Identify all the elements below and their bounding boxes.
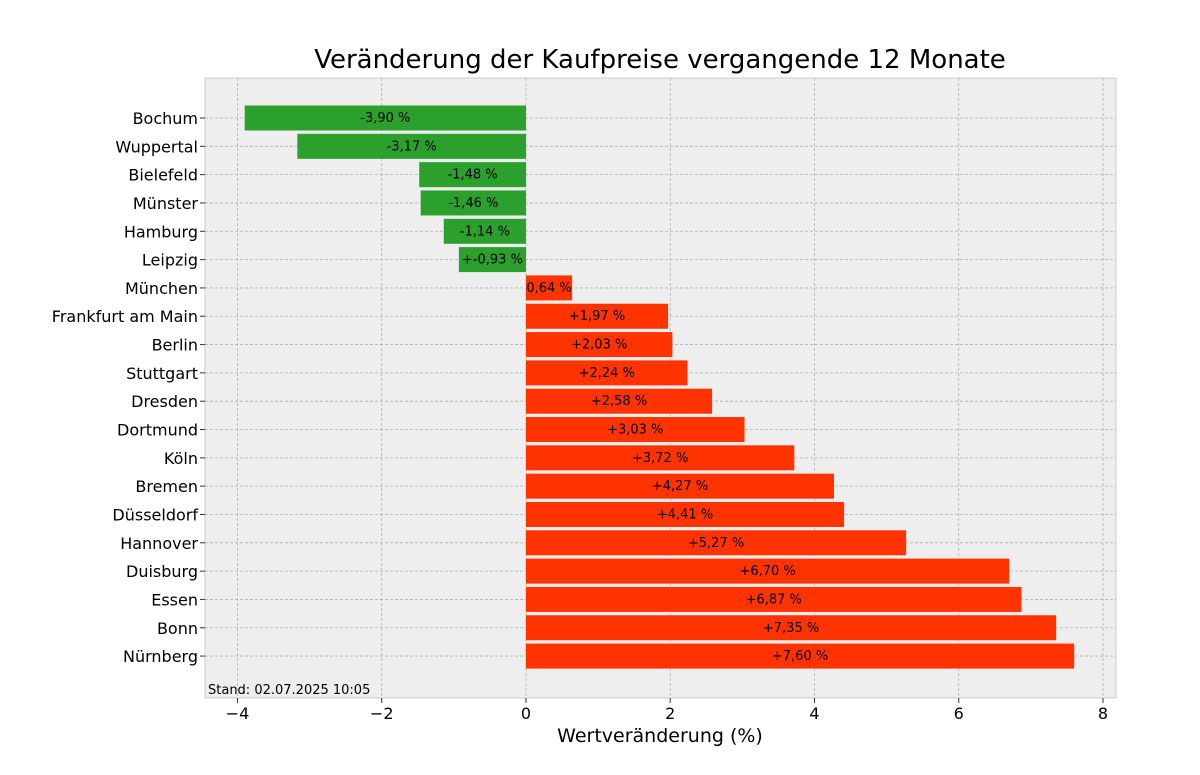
- bar-value-label: +2,58 %: [591, 394, 647, 409]
- bar-nürnberg: [525, 643, 1075, 669]
- category-label: Nürnberg: [123, 647, 198, 666]
- bar-bochum: [244, 105, 526, 131]
- x-tick-label: 6: [954, 704, 964, 723]
- x-tick-label: −4: [226, 704, 250, 723]
- category-label: Köln: [164, 449, 198, 468]
- bar-value-label: +-0,93 %: [462, 253, 523, 268]
- bar-value-label: -1,48 %: [448, 168, 498, 183]
- bar-bonn: [525, 615, 1057, 641]
- category-label: Essen: [151, 590, 198, 609]
- bar-münchen: [525, 275, 573, 301]
- x-tick-label: 2: [665, 704, 675, 723]
- x-axis-label: Wertveränderung (%): [557, 725, 763, 747]
- bar-leipzig: [458, 247, 526, 273]
- category-label: München: [125, 279, 198, 298]
- category-label: Hannover: [120, 534, 198, 553]
- bar-bielefeld: [419, 162, 526, 188]
- category-label: Münster: [133, 194, 199, 213]
- bar-dresden: [525, 388, 713, 414]
- bar-dortmund: [525, 417, 745, 443]
- bars: [244, 105, 1075, 669]
- bar-value-label: -3,17 %: [387, 139, 437, 154]
- bar-hamburg: [443, 218, 526, 244]
- category-label: Bremen: [135, 477, 198, 496]
- bar-value-label: +6,87 %: [746, 592, 802, 607]
- bar-wuppertal: [297, 133, 526, 159]
- bar-value-label: -1,14 %: [460, 224, 510, 239]
- bar-value-label: +3,72 %: [632, 451, 688, 466]
- category-labels: Bochum Wuppertal Bielefeld Münster Hamburg Le…: [52, 109, 205, 666]
- bar-value-label: +2,03 %: [571, 338, 627, 353]
- category-label: Dortmund: [117, 421, 198, 440]
- x-ticks: −4 −2 0 2 4 6 8: [226, 698, 1108, 723]
- category-label: Stuttgart: [126, 364, 198, 383]
- category-label: Frankfurt am Main: [52, 307, 198, 326]
- bar-value-label: 0,64 %: [526, 281, 571, 296]
- bar-value-label: +3,03 %: [607, 423, 663, 438]
- chart-title: Veränderung der Kaufpreise vergangende 1…: [314, 45, 1006, 75]
- bar-hannover: [525, 530, 907, 556]
- x-tick-label: 8: [1098, 704, 1108, 723]
- x-tick-label: −2: [370, 704, 394, 723]
- category-label: Dresden: [131, 392, 198, 411]
- bar-value-label: +7,35 %: [763, 621, 819, 636]
- category-label: Duisburg: [126, 562, 198, 581]
- x-tick-label: 4: [809, 704, 819, 723]
- category-label: Hamburg: [124, 222, 198, 241]
- bar-stuttgart: [525, 360, 688, 386]
- bar-value-label: +4,41 %: [657, 507, 713, 522]
- timestamp-footnote: Stand: 02.07.2025 10:05: [208, 683, 370, 698]
- x-tick-label: 0: [521, 704, 531, 723]
- category-label: Leipzig: [142, 251, 198, 270]
- bar-berlin: [525, 332, 673, 358]
- bar-frankfurt-am-main: [525, 303, 669, 329]
- bar-value-label: -1,46 %: [448, 196, 498, 211]
- bar-düsseldorf: [525, 501, 845, 527]
- category-label: Berlin: [152, 336, 198, 355]
- category-label: Bonn: [157, 619, 198, 638]
- bar-value-label: +6,70 %: [739, 564, 795, 579]
- data-labels: -3,90 % -3,17 % -1,48 % -1,46 % -1,14 % +-0,9…: [360, 111, 828, 664]
- category-label: Bielefeld: [128, 166, 198, 185]
- bar-value-label: +7,60 %: [772, 649, 828, 664]
- category-label: Wuppertal: [115, 137, 198, 156]
- category-label: Düsseldorf: [112, 505, 198, 524]
- bar-münster: [420, 190, 526, 216]
- bar-value-label: +1,97 %: [569, 309, 625, 324]
- bar-value-label: +5,27 %: [688, 536, 744, 551]
- bar-value-label: -3,90 %: [360, 111, 410, 126]
- bar-köln: [525, 445, 795, 471]
- bar-bremen: [525, 473, 834, 499]
- bar-value-label: +2,24 %: [579, 366, 635, 381]
- bar-duisburg: [525, 558, 1010, 584]
- category-label: Bochum: [133, 109, 198, 128]
- bar-value-label: +4,27 %: [652, 479, 708, 494]
- bar-essen: [525, 586, 1022, 612]
